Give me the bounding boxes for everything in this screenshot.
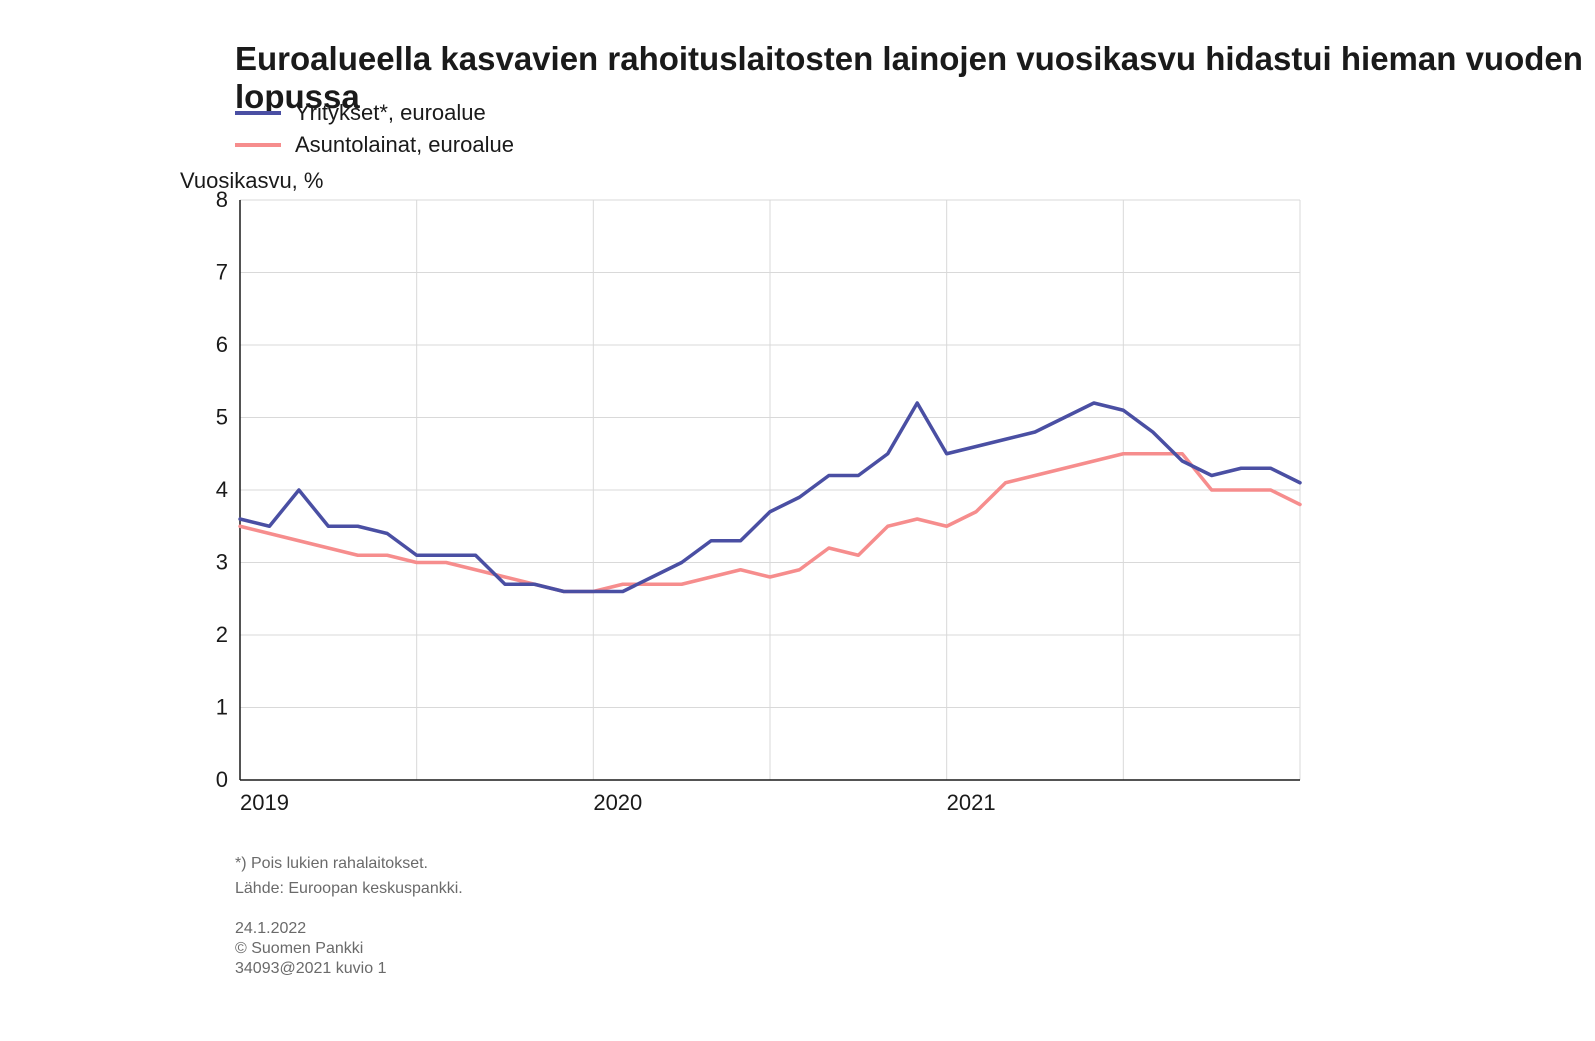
svg-text:4: 4	[216, 477, 228, 502]
svg-text:2019: 2019	[240, 790, 289, 815]
footnote-2: Lähde: Euroopan keskuspankki.	[235, 880, 463, 898]
footnote-1: *) Pois lukien rahalaitokset.	[235, 855, 428, 873]
y-axis-label: Vuosikasvu, %	[180, 168, 323, 194]
legend-swatch-2	[235, 143, 281, 147]
svg-text:2: 2	[216, 622, 228, 647]
svg-text:6: 6	[216, 332, 228, 357]
svg-text:3: 3	[216, 550, 228, 575]
svg-text:0: 0	[216, 767, 228, 792]
svg-text:5: 5	[216, 405, 228, 430]
chart-area: 012345678201920202021	[170, 190, 1320, 830]
legend-label-2: Asuntolainat, euroalue	[295, 132, 514, 158]
svg-text:2020: 2020	[593, 790, 642, 815]
footnote-copyright: © Suomen Pankki	[235, 940, 363, 958]
legend-label-1: Yritykset*, euroalue	[295, 100, 486, 126]
svg-text:1: 1	[216, 695, 228, 720]
line-chart: 012345678201920202021	[170, 190, 1320, 830]
footnote-date: 24.1.2022	[235, 920, 306, 938]
legend-swatch-1	[235, 111, 281, 115]
svg-text:7: 7	[216, 260, 228, 285]
legend-item-2: Asuntolainat, euroalue	[235, 132, 514, 158]
legend: Yritykset*, euroalue Asuntolainat, euroa…	[235, 100, 514, 164]
footnote-chart-id: 34093@2021 kuvio 1	[235, 960, 386, 978]
svg-text:2021: 2021	[947, 790, 996, 815]
legend-item-1: Yritykset*, euroalue	[235, 100, 514, 126]
